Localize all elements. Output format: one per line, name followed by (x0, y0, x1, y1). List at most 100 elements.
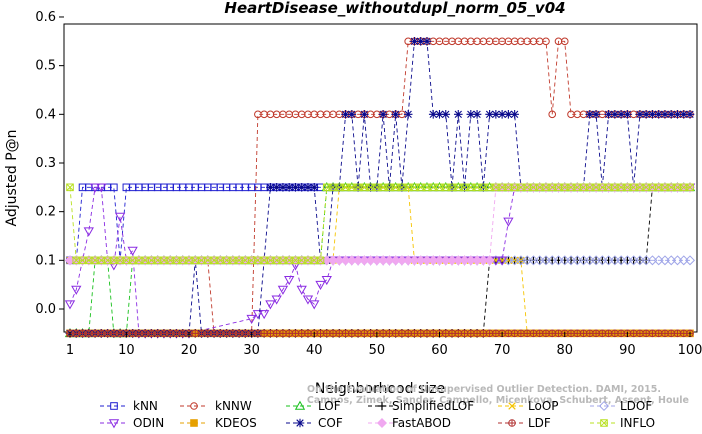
data-point (573, 329, 582, 338)
data-point (329, 329, 337, 338)
x-tick-label: 60 (431, 343, 448, 358)
data-point (410, 37, 419, 46)
data-point (153, 329, 162, 338)
series-FastABOD (64, 182, 696, 266)
y-tick-label: 0.0 (35, 302, 56, 317)
data-point (296, 285, 307, 295)
legend-item-LoOP: LoOP (498, 399, 559, 413)
x-tick-label: 50 (369, 343, 386, 358)
y-axis-label: Adjusted P@n (4, 129, 20, 226)
data-point (548, 110, 557, 119)
data-point (416, 329, 425, 338)
data-point (529, 329, 538, 338)
data-point (429, 329, 438, 338)
x-tick-label: 80 (556, 343, 573, 358)
y-tick-label: 0.3 (35, 156, 56, 171)
data-point (503, 217, 514, 227)
data-point (284, 183, 294, 192)
data-point (235, 329, 243, 338)
legend-label: kNN (133, 399, 158, 413)
data-point (309, 183, 319, 192)
data-point (222, 329, 231, 338)
data-point (435, 110, 444, 119)
data-point (410, 329, 419, 338)
data-point (103, 329, 112, 338)
data-point (604, 110, 613, 119)
series-line-kNN (70, 186, 690, 261)
data-point (278, 183, 288, 192)
data-point (303, 183, 313, 192)
data-point (453, 110, 463, 119)
data-point (309, 300, 320, 310)
data-point (523, 329, 531, 338)
data-point (391, 329, 400, 338)
data-point (454, 329, 463, 338)
data-point (497, 110, 507, 119)
series-INFLO (66, 183, 694, 265)
legend-marker (110, 402, 118, 410)
data-point (610, 110, 620, 119)
data-point (277, 285, 289, 295)
legend-item-ODIN: ODIN (100, 416, 164, 430)
x-tick-label: 90 (619, 343, 636, 358)
data-point (72, 329, 81, 338)
series-line-FastABOD (70, 186, 690, 261)
data-point (666, 110, 676, 119)
data-point (258, 310, 270, 320)
data-point (272, 329, 281, 338)
data-point (403, 110, 413, 119)
data-point (416, 37, 426, 46)
legend-item-FastABOD: FastABOD (368, 416, 451, 430)
data-point (617, 329, 625, 338)
data-point (66, 183, 74, 192)
legend-label: FastABOD (392, 416, 451, 430)
data-point (510, 329, 519, 338)
data-point (667, 329, 676, 338)
data-point (141, 329, 149, 338)
x-tick-label: 70 (494, 343, 511, 358)
data-point (110, 183, 118, 192)
data-point (479, 329, 488, 338)
data-point (491, 110, 501, 119)
data-point (291, 329, 300, 338)
legend-marker (508, 419, 516, 427)
data-point (347, 110, 357, 119)
data-point (241, 329, 250, 338)
data-point (673, 329, 682, 338)
data-point (279, 329, 287, 338)
legend-marker (508, 402, 516, 410)
data-point (216, 329, 225, 338)
data-point (535, 329, 544, 338)
data-point (78, 329, 87, 338)
data-point (147, 329, 156, 338)
data-point (684, 255, 696, 266)
legend-marker (377, 401, 387, 411)
data-point (229, 329, 237, 338)
legend-item-INFLO: INFLO (590, 416, 655, 430)
data-point (623, 110, 632, 119)
x-axis: 1 10 20 30 40 50 60 70 80 90 100 (66, 332, 702, 358)
data-point (598, 329, 607, 338)
data-point (114, 212, 126, 222)
data-point (348, 329, 356, 338)
data-point (685, 110, 695, 119)
data-point (567, 329, 575, 338)
data-point (160, 329, 168, 338)
data-point (83, 227, 94, 237)
data-point (297, 183, 307, 192)
data-point (271, 295, 282, 305)
data-point (116, 329, 124, 338)
legend-item-kNNW: kNNW (180, 399, 252, 413)
x-axis-label: Neighborhood size (315, 381, 445, 397)
data-point (485, 110, 494, 119)
legend-marker (294, 400, 306, 410)
data-point (398, 329, 406, 338)
data-point (616, 110, 626, 119)
data-point (64, 300, 76, 310)
data-point (661, 329, 669, 338)
data-point (316, 256, 325, 265)
data-point (302, 295, 314, 305)
legend-item-KDEOS: KDEOS (180, 416, 257, 430)
data-point (315, 280, 326, 290)
